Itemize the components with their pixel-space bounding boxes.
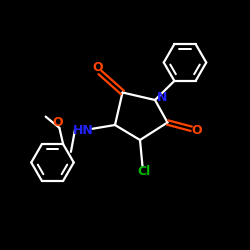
Text: O: O [192, 124, 202, 136]
Text: Cl: Cl [138, 165, 151, 178]
Text: O: O [93, 60, 103, 74]
Text: HN: HN [74, 124, 94, 136]
Text: O: O [53, 116, 64, 129]
Text: N: N [157, 91, 167, 104]
